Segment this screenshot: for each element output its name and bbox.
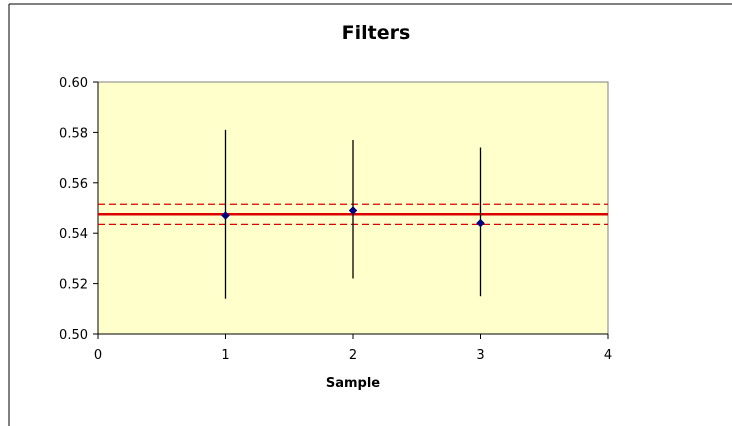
y-tick-label: 0.52 <box>59 278 88 293</box>
y-axis-ticks: 0.50 0.52 0.54 0.56 0.58 0.60 <box>59 76 98 343</box>
x-tick-label: 1 <box>221 348 229 363</box>
y-tick-label: 0.60 <box>59 76 88 91</box>
data-point-marker <box>221 211 230 220</box>
x-tick-label: 3 <box>476 348 484 363</box>
x-tick-label: 4 <box>604 348 612 363</box>
y-tick-label: 0.56 <box>59 177 88 192</box>
x-axis-title: Sample <box>326 376 380 391</box>
y-tick-label: 0.50 <box>59 328 88 343</box>
series-layer <box>221 129 485 299</box>
chart-title: Filters <box>342 22 411 44</box>
x-tick-label: 2 <box>349 348 357 363</box>
x-tick-label: 0 <box>94 348 102 363</box>
y-tick-label: 0.58 <box>59 126 88 141</box>
data-point-marker <box>348 206 358 215</box>
x-axis-ticks: 0 1 2 3 4 <box>94 334 612 363</box>
data-point-marker <box>476 218 485 228</box>
y-tick-label: 0.54 <box>59 227 88 242</box>
